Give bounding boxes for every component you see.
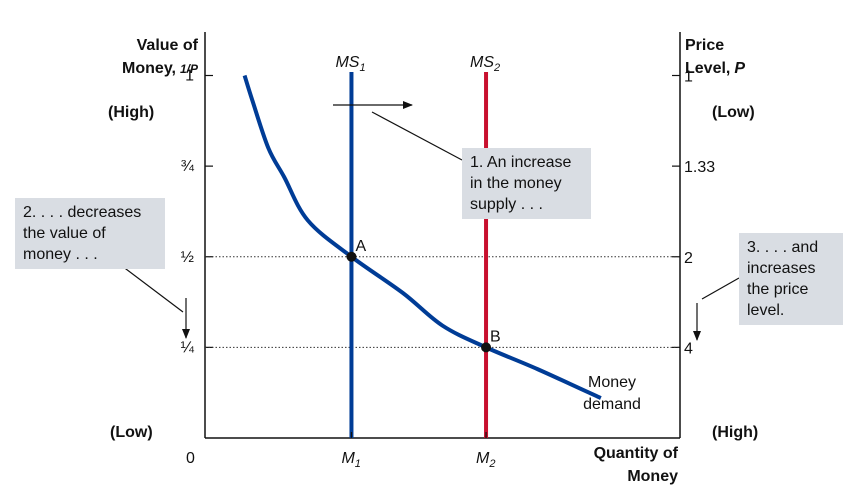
left-axis-title-word: Money,: [122, 60, 176, 77]
increase-annotation: 1. An increase in the money supply . . .: [462, 148, 591, 219]
price-tick-label-3: 4: [684, 340, 693, 357]
price-annotation: 3. . . . and increases the price level.: [739, 233, 843, 325]
quantity-label-layer: M1 M2: [341, 432, 495, 470]
right-low-label: (Low): [712, 104, 755, 121]
money-demand-label-line2: demand: [583, 396, 641, 413]
equilibrium-point-B: [481, 342, 492, 353]
origin-label: 0: [186, 450, 195, 467]
quantity-label-1: M1: [341, 450, 360, 470]
value-tick-label-0: 1: [185, 68, 194, 85]
value-tick-label-2: ½: [181, 249, 194, 266]
increase-leader-line: [371, 111, 463, 161]
decrease-annotation: 2. . . . decreases the value of money . …: [15, 198, 165, 269]
money-supply-label-2: MS2: [470, 54, 500, 74]
value-tick-label-1: ¾: [181, 158, 195, 175]
price-leader-line: [701, 277, 740, 300]
tick-layer: 1 1 ¾ 1.33 ½ 2 ¼ 4: [181, 68, 716, 358]
money-supply-label-1: MS1: [335, 54, 365, 74]
x-axis-title-line1: Quantity of: [594, 445, 679, 462]
decrease-leader-line: [121, 265, 184, 313]
left-axis-title-unit: 1/P: [180, 62, 199, 76]
right-high-label: (High): [712, 424, 758, 441]
left-axis-title-line1: Value of: [137, 37, 199, 54]
x-axis-title-line2: Money: [627, 468, 678, 485]
price-tick-label-2: 2: [684, 250, 693, 267]
right-axis-title-unit: P: [734, 60, 745, 77]
quantity-label-2: M2: [476, 450, 495, 470]
right-axis-title-line2: Level, P: [685, 60, 745, 77]
money-demand-curve: [242, 74, 602, 400]
value-tick-label-3: ¼: [181, 339, 195, 356]
equilibrium-layer: AB: [346, 238, 501, 353]
left-high-label: (High): [108, 104, 154, 121]
equilibrium-point-A: [346, 251, 357, 262]
right-axis-title-word: Level,: [685, 60, 730, 77]
price-tick-label-1: 1.33: [684, 159, 715, 176]
money-demand-label-line1: Money: [588, 374, 636, 391]
equilibrium-label-A: A: [355, 238, 366, 255]
guide-layer: [205, 256, 680, 348]
left-low-label: (Low): [110, 424, 153, 441]
equilibrium-label-B: B: [490, 328, 501, 345]
right-axis-title-line1: Price: [685, 37, 724, 54]
left-axis-title-line2: Money, 1/P: [122, 60, 199, 77]
price-tick-label-0: 1: [684, 69, 693, 86]
